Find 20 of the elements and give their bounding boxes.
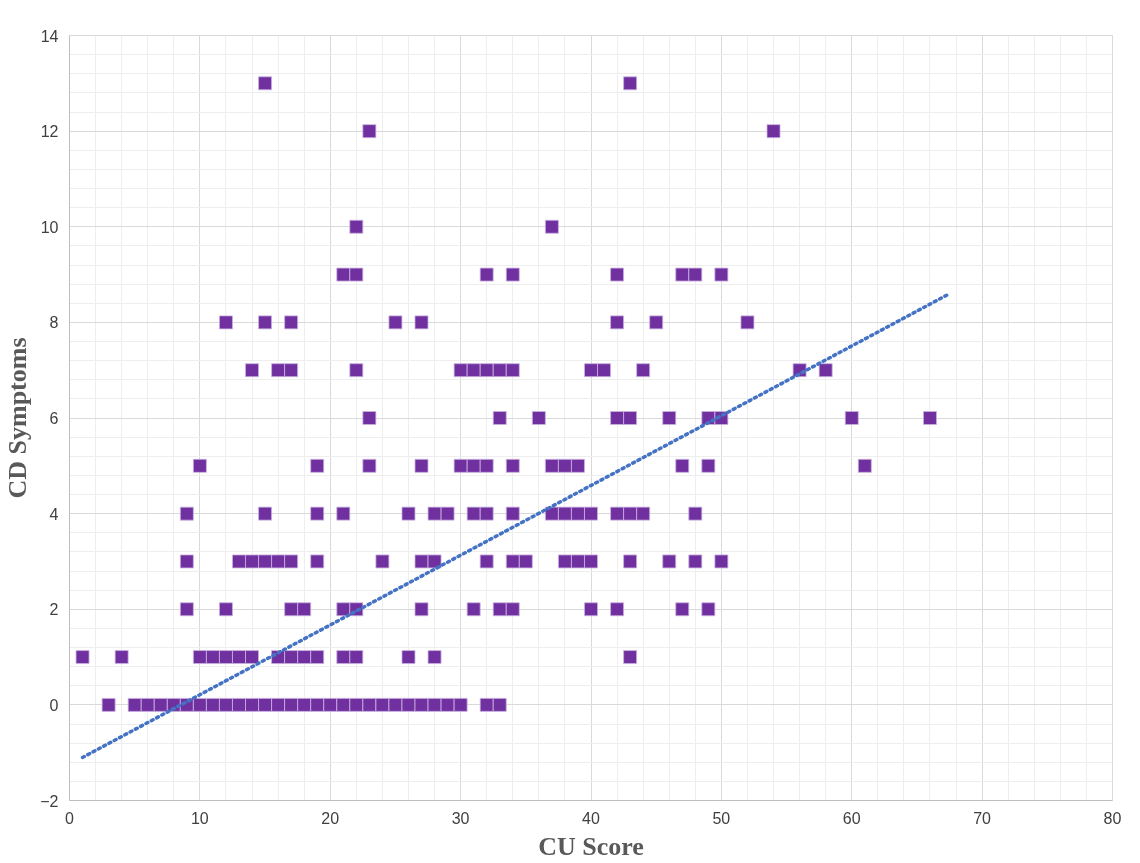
x-tick-label: 20 — [321, 809, 340, 827]
y-tick-label: 8 — [49, 314, 59, 332]
y-tick-label: 10 — [40, 218, 59, 236]
y-tick-label: 2 — [49, 601, 59, 619]
x-tick-label: 0 — [65, 809, 75, 827]
y-axis-title: CD Symptoms — [3, 337, 33, 499]
y-tick-label: 4 — [49, 505, 59, 523]
y-tick-label: −2 — [40, 792, 59, 810]
x-tick-label: 80 — [1103, 809, 1122, 827]
y-tick-label: 6 — [49, 410, 59, 427]
x-tick-label: 60 — [842, 809, 861, 827]
x-tick-label: 10 — [190, 809, 209, 827]
x-tick-label: 70 — [973, 809, 992, 827]
x-tick-label: 40 — [582, 809, 600, 827]
x-tick-label: 30 — [451, 809, 470, 827]
y-tick-label: 0 — [49, 696, 59, 714]
y-tick-label: 14 — [40, 27, 59, 45]
x-axis-title: CU Score — [538, 831, 644, 861]
y-tick-label: 12 — [40, 123, 59, 141]
x-tick-label: 50 — [712, 809, 731, 827]
